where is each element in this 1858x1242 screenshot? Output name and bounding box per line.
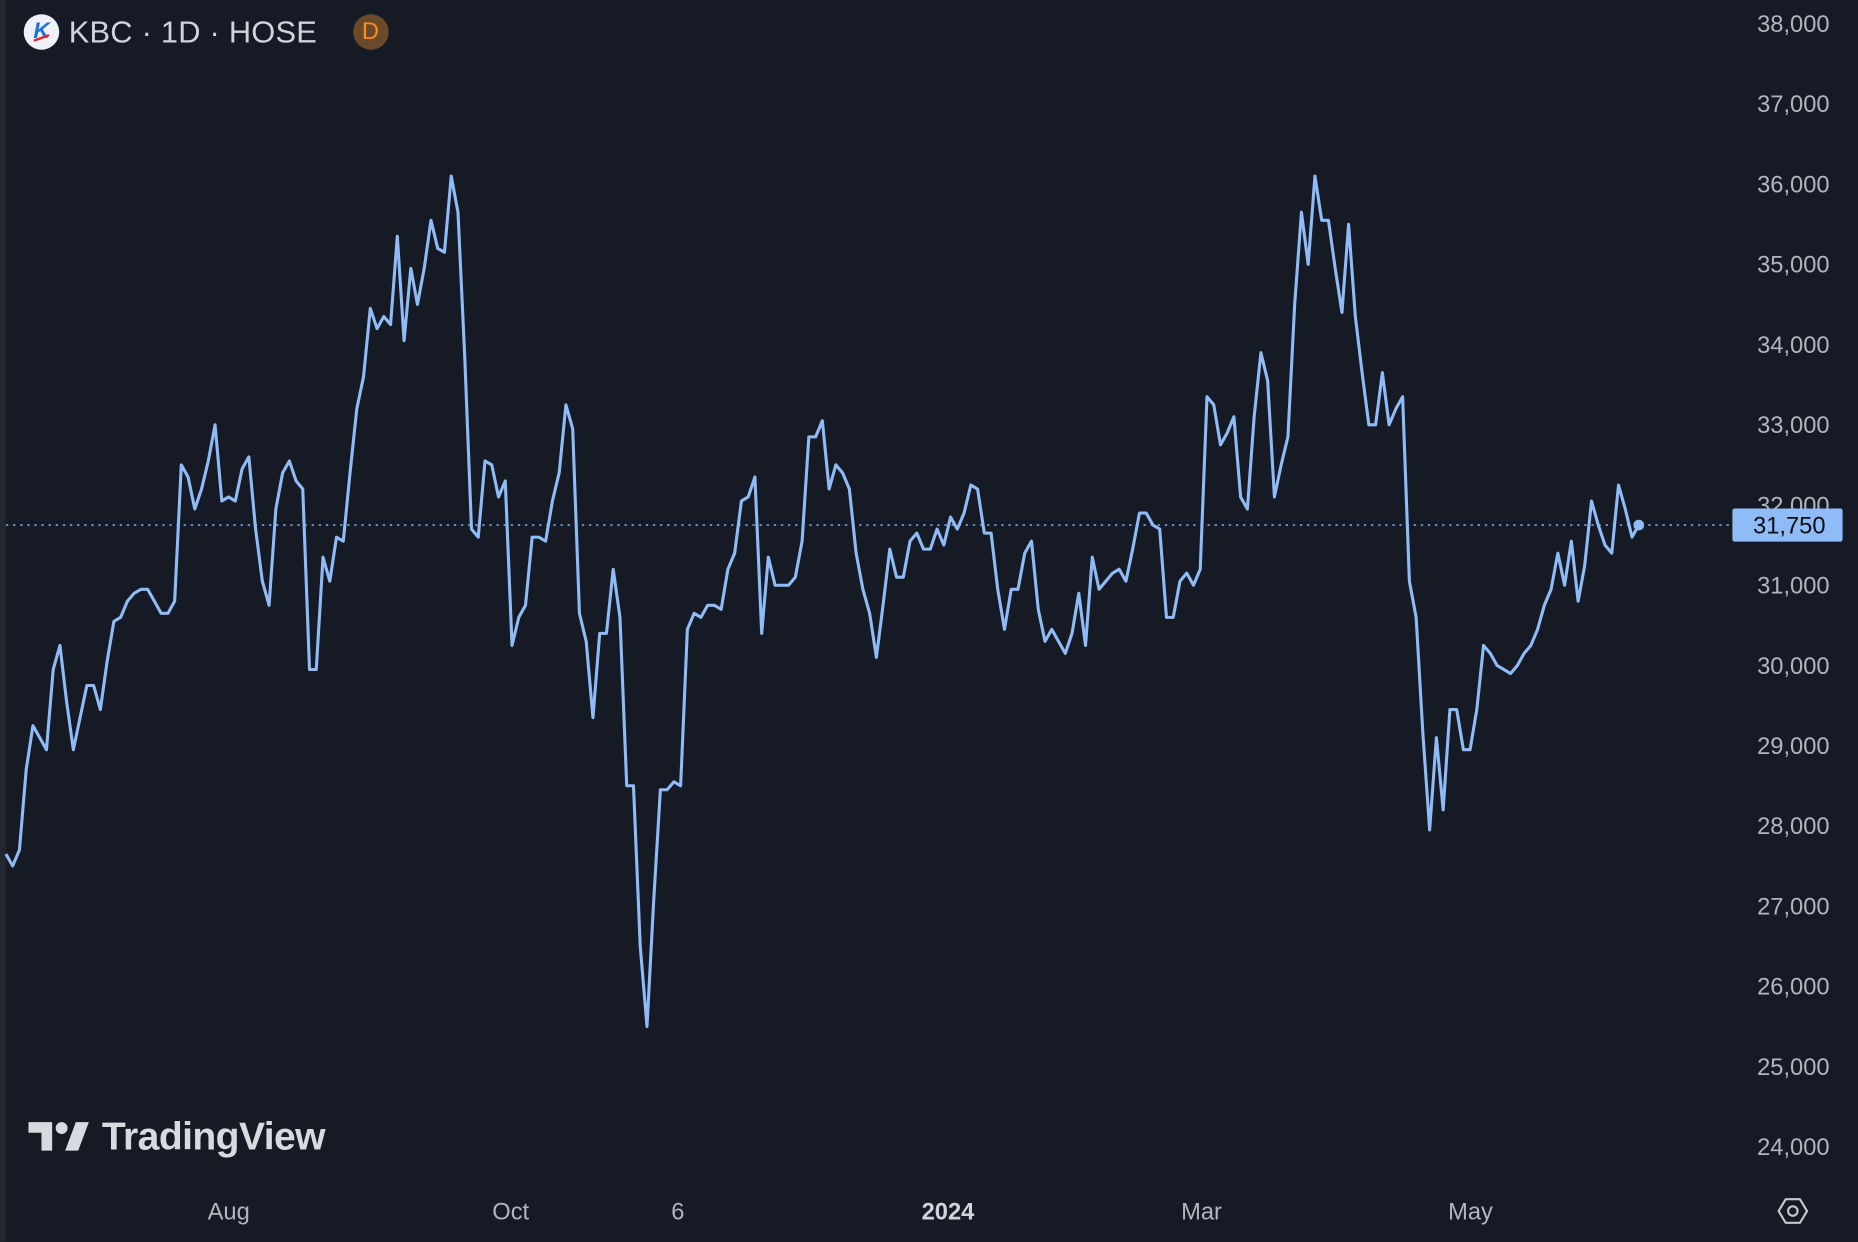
x-tick-label: Aug <box>208 1199 250 1225</box>
tradingview-wordmark: TradingView <box>101 1113 326 1158</box>
left-border <box>0 0 6 1242</box>
price-axis[interactable]: 38,00037,00036,00035,00034,00033,00032,0… <box>1757 12 1829 1161</box>
x-tick-label: 2024 <box>922 1199 976 1225</box>
last-price-label: 31,750 <box>1732 508 1843 542</box>
symbol-title[interactable]: KBC · 1D · HOSE <box>68 13 318 50</box>
symbol-header[interactable]: K KBC · 1D · HOSE D <box>23 13 389 51</box>
y-tick-label: 35,000 <box>1757 253 1829 279</box>
y-tick-label: 26,000 <box>1757 975 1829 1001</box>
kbc-logo-icon: K <box>23 14 60 50</box>
y-tick-label: 33,000 <box>1757 413 1829 439</box>
x-tick-label: Oct <box>492 1199 529 1225</box>
x-tick-label: Mar <box>1181 1199 1222 1225</box>
y-tick-label: 29,000 <box>1757 734 1829 760</box>
y-tick-label: 36,000 <box>1757 172 1829 198</box>
y-tick-label: 31,000 <box>1757 574 1829 600</box>
last-price-dot <box>1633 519 1645 531</box>
y-tick-label: 30,000 <box>1757 654 1829 680</box>
svg-text:31,750: 31,750 <box>1753 513 1825 539</box>
y-tick-label: 37,000 <box>1757 92 1829 118</box>
tradingview-logo[interactable]: TradingView <box>28 1113 326 1159</box>
y-tick-label: 38,000 <box>1757 12 1829 38</box>
price-line-series <box>4 174 1641 1029</box>
gear-hexagon-icon[interactable] <box>1777 1196 1809 1227</box>
y-tick-label: 24,000 <box>1757 1135 1829 1161</box>
time-axis[interactable]: Aug Oct 6 2024 Mar May <box>208 1199 1493 1225</box>
y-tick-label: 34,000 <box>1757 333 1829 359</box>
delayed-data-badge[interactable]: D <box>352 14 389 50</box>
y-tick-label: 28,000 <box>1757 814 1829 840</box>
x-tick-label: 6 <box>671 1199 684 1225</box>
y-tick-label: 25,000 <box>1757 1055 1829 1081</box>
x-tick-label: May <box>1448 1199 1493 1225</box>
y-tick-label: 27,000 <box>1757 894 1829 920</box>
tradingview-mark-icon <box>28 1122 89 1151</box>
